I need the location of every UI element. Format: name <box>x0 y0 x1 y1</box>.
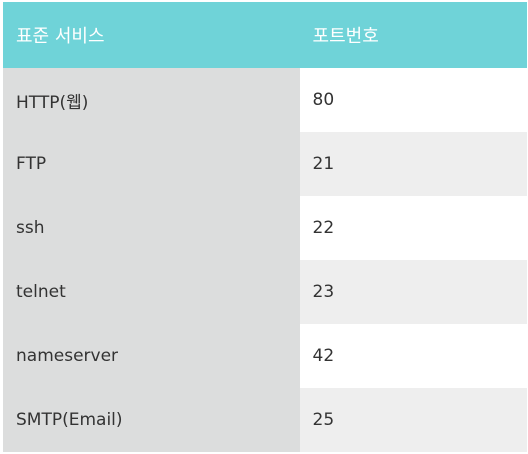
header-port: 포트번호 <box>312 26 379 47</box>
table-row: nameserver 42 <box>3 324 527 388</box>
table-row: telnet 23 <box>3 260 527 324</box>
service-name-cell: telnet <box>3 260 300 324</box>
service-name-cell: HTTP(웹) <box>3 68 300 132</box>
port-number-cell: 25 <box>299 388 527 452</box>
service-name-cell: SMTP(Email) <box>3 388 300 452</box>
port-number-cell: 80 <box>299 68 527 132</box>
port-number-cell: 22 <box>299 196 527 260</box>
service-name-cell: nameserver <box>3 324 300 388</box>
header-service: 표준 서비스 <box>16 26 105 47</box>
table-row: FTP 21 <box>3 132 527 196</box>
table-row: ssh 22 <box>3 196 527 260</box>
table-header-row: 표준 서비스 포트번호 <box>3 2 527 68</box>
service-port-table: 표준 서비스 포트번호 HTTP(웹) 80 FTP 21 ssh 22 tel… <box>3 2 527 452</box>
port-number-cell: 42 <box>299 324 527 388</box>
port-number-cell: 21 <box>299 132 527 196</box>
service-name-cell: FTP <box>3 132 300 196</box>
table-row: HTTP(웹) 80 <box>3 68 527 132</box>
table-row: SMTP(Email) 25 <box>3 388 527 452</box>
port-number-cell: 23 <box>299 260 527 324</box>
service-name-cell: ssh <box>3 196 300 260</box>
